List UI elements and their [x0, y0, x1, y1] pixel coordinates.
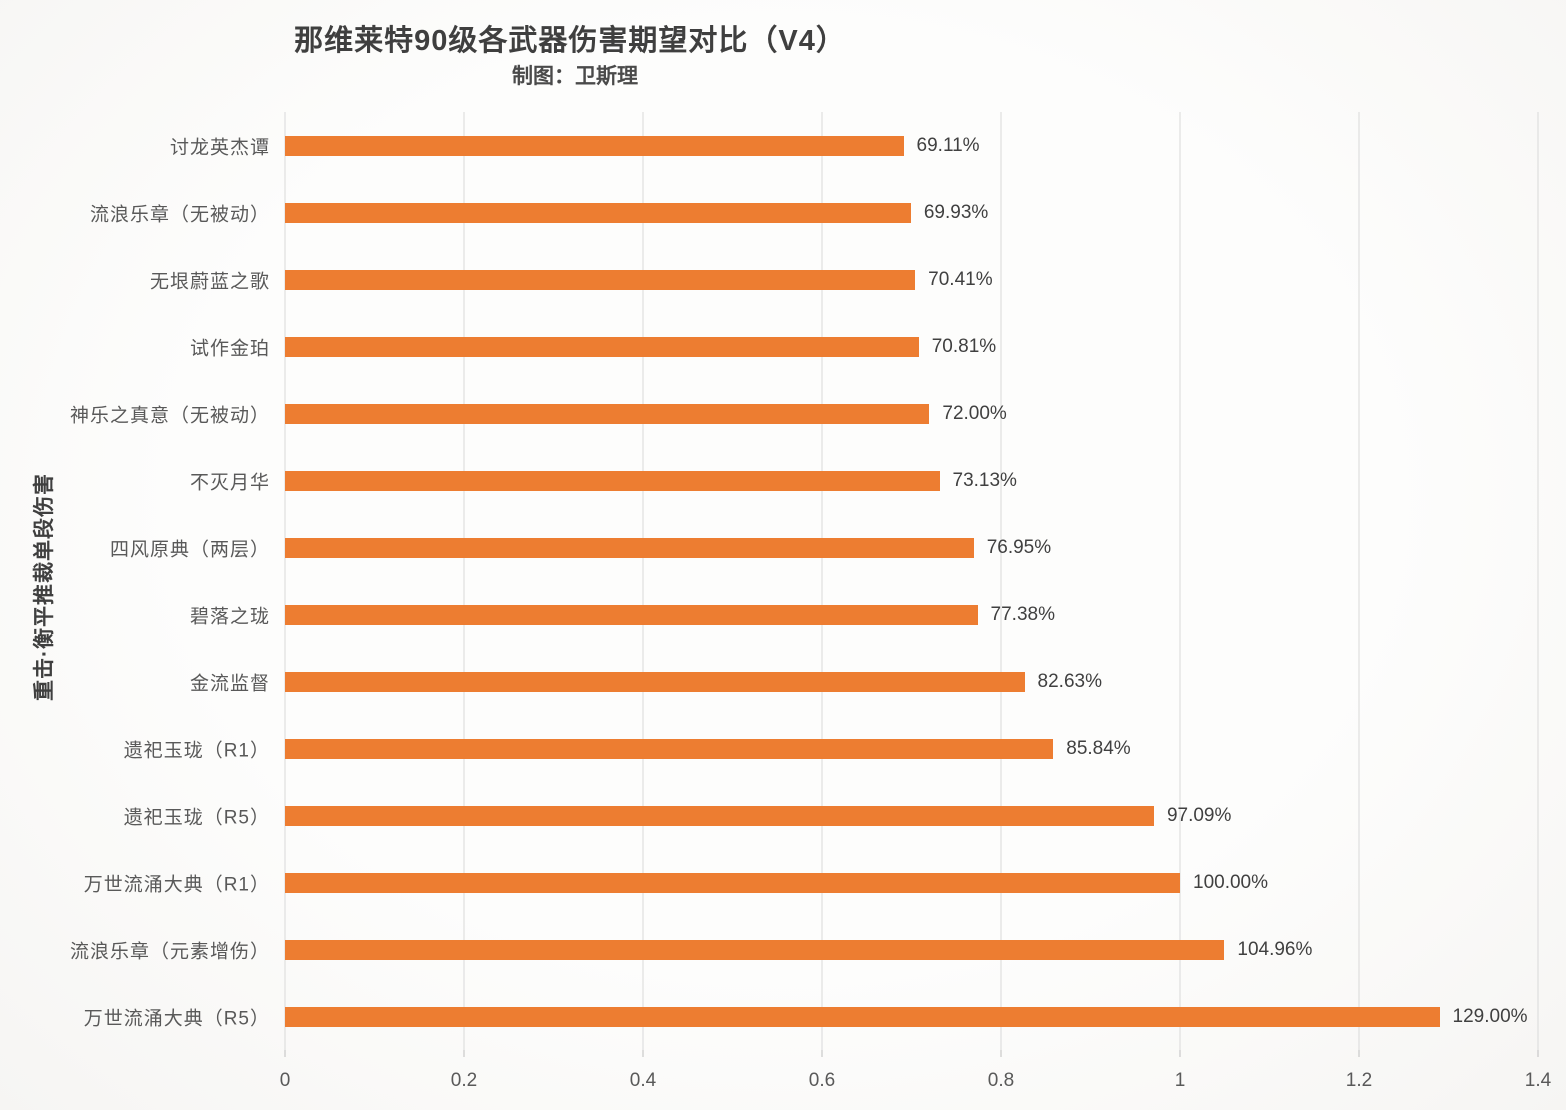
bar: [285, 671, 1025, 692]
bar-row: 四风原典（两层） 76.95%: [110, 514, 1538, 581]
x-axis-tick-label: 0.4: [629, 1070, 657, 1091]
value-label: 70.81%: [931, 335, 997, 357]
bar-row: 遗祀玉珑（R5） 97.09%: [124, 782, 1538, 849]
value-label: 76.95%: [986, 536, 1052, 558]
bar-rows: 讨龙英杰谭 69.11% 流浪乐章（无被动） 69.93% 无垠蔚蓝之歌 70.…: [70, 112, 1538, 1050]
category-label: 流浪乐章（无被动）: [89, 204, 270, 225]
x-axis-tick: [642, 1050, 644, 1057]
value-label: 129.00%: [1452, 1005, 1528, 1027]
bar: [285, 336, 919, 357]
x-axis-tick: [284, 1050, 286, 1057]
y-axis-title: 重击·衡平推裁单段伤害: [33, 473, 56, 701]
bar: [285, 738, 1054, 759]
value-label: 82.63%: [1037, 670, 1102, 692]
category-label: 遗祀玉珑（R5）: [123, 807, 270, 828]
gridline: [1179, 112, 1181, 1050]
value-label: 70.41%: [928, 268, 993, 290]
category-label: 不灭月华: [189, 472, 270, 493]
x-axis-tick: [463, 1050, 465, 1057]
gridline: [642, 112, 644, 1050]
bar: [285, 135, 904, 156]
category-label: 遗祀玉珑（R1）: [123, 740, 270, 761]
bar: [285, 939, 1225, 960]
x-axis-tick-label: 1: [1174, 1070, 1186, 1091]
gridline: [821, 112, 823, 1050]
bar-row: 流浪乐章（元素增伤） 104.96%: [70, 916, 1538, 983]
bar: [285, 269, 916, 290]
x-axis-tick-label: 0.2: [450, 1070, 478, 1091]
x-axis-tick-label: 0: [279, 1070, 291, 1091]
plot-area: 讨龙英杰谭 69.11% 流浪乐章（无被动） 69.93% 无垠蔚蓝之歌 70.…: [70, 112, 1539, 1050]
category-label: 讨龙英杰谭: [169, 137, 270, 158]
x-axis-tick: [1000, 1050, 1002, 1057]
gridline: [284, 112, 286, 1050]
x-axis-tick-label: 0.6: [808, 1070, 836, 1091]
value-label: 100.00%: [1193, 871, 1269, 893]
chart-title: 那维莱特90级各武器伤害期望对比（V4）: [294, 25, 846, 57]
category-label: 无垠蔚蓝之歌: [149, 271, 270, 292]
bar: [285, 1006, 1440, 1027]
category-label: 万世流涌大典（R1）: [83, 874, 270, 895]
bar: [285, 202, 911, 223]
gridline: [1358, 112, 1360, 1050]
category-label: 金流监督: [189, 673, 270, 694]
category-label: 碧落之珑: [189, 606, 270, 627]
bar-row: 神乐之真意（无被动） 72.00%: [70, 380, 1538, 447]
bar: [285, 805, 1154, 826]
value-label: 85.84%: [1066, 737, 1131, 759]
value-label: 104.96%: [1237, 938, 1313, 960]
category-label: 万世流涌大典（R5）: [83, 1008, 270, 1029]
bar-row: 不灭月华 73.13%: [190, 447, 1538, 514]
bar: [285, 537, 974, 558]
bar-row: 无垠蔚蓝之歌 70.41%: [150, 246, 1538, 313]
bar-row: 金流监督 82.63%: [190, 648, 1538, 715]
value-label: 72.00%: [942, 402, 1007, 424]
category-label: 流浪乐章（元素增伤）: [69, 941, 270, 962]
x-axis-tick-label: 1.4: [1524, 1070, 1552, 1091]
x-axis-tick: [1537, 1050, 1539, 1057]
x-axis-tick: [1358, 1050, 1360, 1057]
chart-subtitle: 制图：卫斯理: [512, 65, 638, 88]
x-axis-tick: [1179, 1050, 1181, 1057]
bar: [285, 872, 1180, 893]
bar-row: 遗祀玉珑（R1） 85.84%: [124, 715, 1538, 782]
bar-row: 万世流涌大典（R1） 100.00%: [84, 849, 1538, 916]
category-label: 四风原典（两层）: [109, 539, 270, 560]
category-label: 神乐之真意（无被动）: [69, 405, 270, 426]
bar: [285, 604, 978, 625]
bar-row: 流浪乐章（无被动） 69.93%: [90, 179, 1538, 246]
bar: [285, 470, 940, 491]
value-label: 77.38%: [990, 603, 1055, 625]
bar-row: 万世流涌大典（R5） 129.00%: [84, 983, 1538, 1050]
value-label: 69.11%: [916, 134, 980, 156]
gridline: [1000, 112, 1002, 1050]
x-axis-tick-label: 0.8: [987, 1070, 1015, 1091]
value-label: 69.93%: [923, 201, 989, 223]
x-axis-tick: [821, 1050, 823, 1057]
category-label: 试作金珀: [189, 338, 270, 359]
bar: [285, 403, 930, 424]
x-axis: 0 0.2 0.4 0.6 0.8 1 1.2 1.4: [280, 1050, 1551, 1110]
gridline: [1537, 112, 1539, 1050]
bar-row: 讨龙英杰谭 69.11%: [170, 112, 1538, 179]
gridline: [463, 112, 465, 1050]
value-label: 73.13%: [952, 469, 1017, 491]
bar-row: 试作金珀 70.81%: [190, 313, 1538, 380]
bar-row: 碧落之珑 77.38%: [190, 581, 1538, 648]
value-label: 97.09%: [1166, 804, 1232, 826]
x-axis-tick-label: 1.2: [1345, 1070, 1373, 1091]
